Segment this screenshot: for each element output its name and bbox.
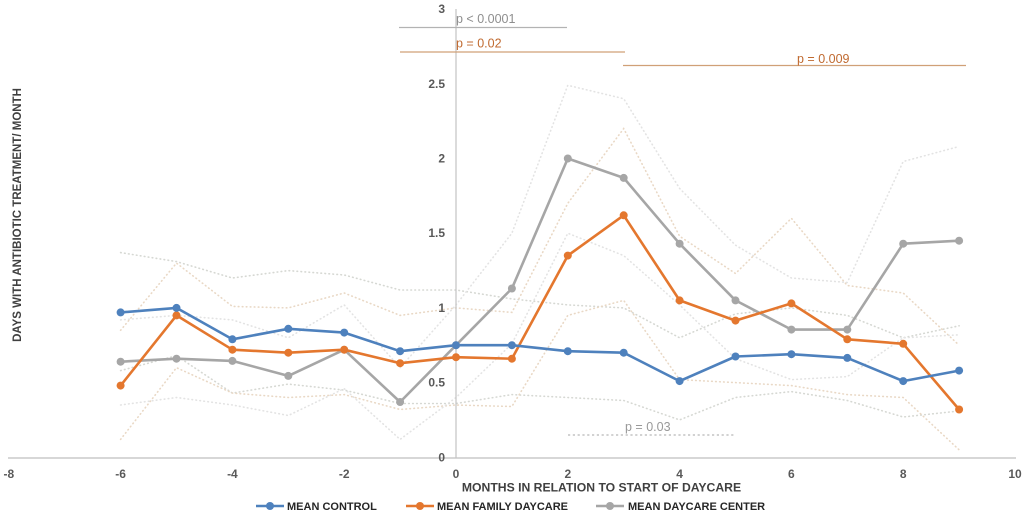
svg-text:10: 10 [1008, 467, 1022, 481]
svg-text:p = 0.03: p = 0.03 [625, 420, 671, 434]
svg-text:-2: -2 [339, 467, 350, 481]
svg-text:MEAN DAYCARE CENTER: MEAN DAYCARE CENTER [628, 501, 765, 513]
svg-text:2.5: 2.5 [428, 77, 445, 91]
svg-text:1.5: 1.5 [428, 226, 445, 240]
svg-text:1: 1 [438, 301, 445, 315]
svg-text:p = 0.009: p = 0.009 [797, 52, 850, 66]
svg-text:4: 4 [676, 467, 683, 481]
svg-text:-4: -4 [227, 467, 238, 481]
svg-text:2: 2 [564, 467, 571, 481]
svg-text:-6: -6 [115, 467, 126, 481]
svg-text:p < 0.0001: p < 0.0001 [456, 12, 515, 26]
svg-text:MONTHS IN RELATION TO START OF: MONTHS IN RELATION TO START OF DAYCARE [462, 481, 741, 495]
svg-text:6: 6 [788, 467, 795, 481]
svg-text:3: 3 [438, 2, 445, 16]
svg-text:MEAN CONTROL: MEAN CONTROL [287, 501, 377, 513]
svg-text:0: 0 [453, 467, 460, 481]
svg-text:8: 8 [900, 467, 907, 481]
svg-text:MEAN FAMILY DAYCARE: MEAN FAMILY DAYCARE [437, 501, 568, 513]
svg-text:DAYS WITH ANTIBIOTIC TREATMENT: DAYS WITH ANTIBIOTIC TREATMENT/ MONTH [12, 88, 24, 342]
svg-text:0.5: 0.5 [428, 376, 445, 390]
svg-text:-8: -8 [3, 467, 14, 481]
svg-text:2: 2 [438, 152, 445, 166]
svg-text:0: 0 [438, 450, 445, 464]
svg-text:p = 0.02: p = 0.02 [456, 37, 502, 51]
